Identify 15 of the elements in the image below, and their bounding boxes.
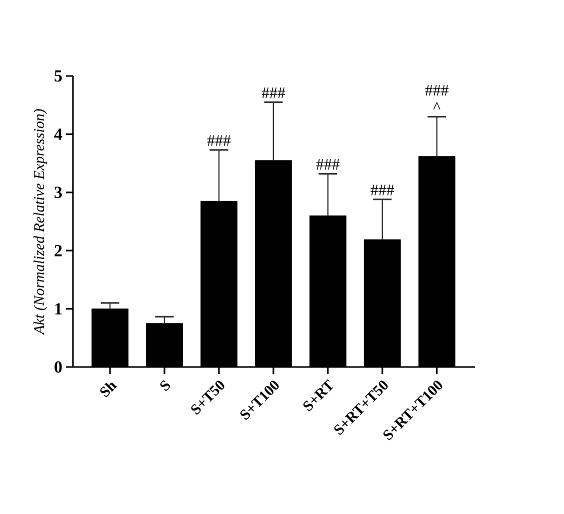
annotation: ### bbox=[262, 88, 286, 98]
y-tick-label: 4 bbox=[54, 128, 62, 140]
y-tick-label: 5 bbox=[54, 70, 62, 82]
annotation: ### bbox=[316, 159, 340, 170]
annotation: ### bbox=[207, 135, 231, 146]
annotation: ### bbox=[425, 85, 449, 96]
x-tick-label: S bbox=[160, 380, 170, 392]
y-tick-label: 0 bbox=[54, 361, 62, 373]
annotation: ### bbox=[370, 184, 394, 196]
annotation: ^ bbox=[433, 102, 440, 110]
y-tick-label: 2 bbox=[54, 244, 62, 256]
y-tick-label: 1 bbox=[55, 303, 62, 314]
y-axis-title: Akt (Normalized Relative Expression) bbox=[34, 109, 48, 336]
x-tick-label: Sh bbox=[100, 382, 118, 398]
y-tick-label: 3 bbox=[54, 186, 62, 198]
